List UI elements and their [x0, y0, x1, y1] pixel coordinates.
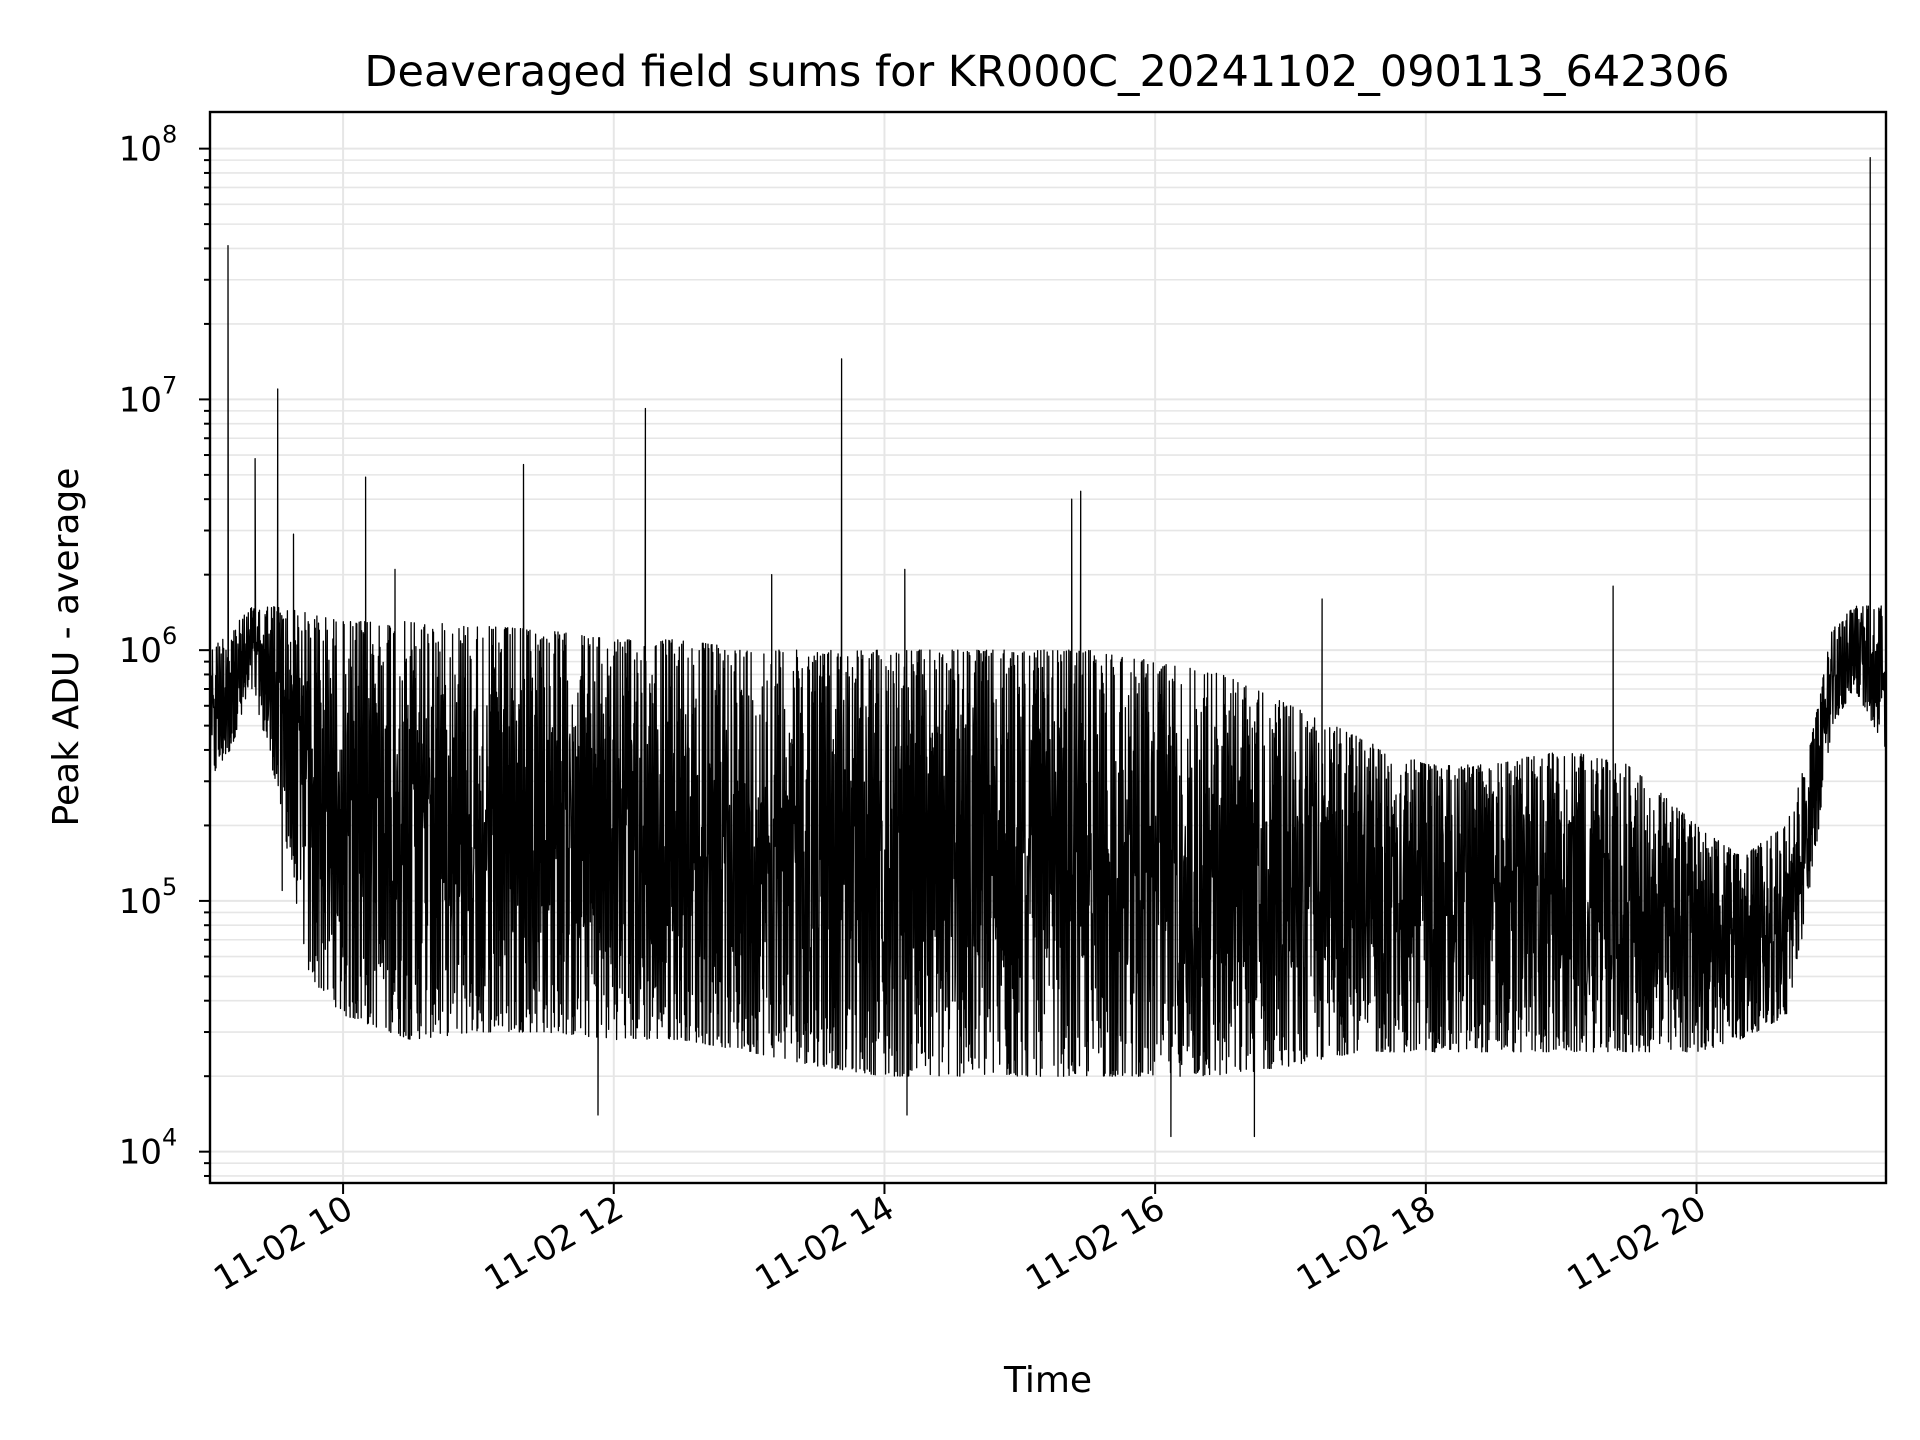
y-tick-label: 108	[119, 121, 178, 170]
y-axis-label: Peak ADU - average	[46, 468, 87, 827]
y-tick-label: 105	[119, 873, 178, 922]
y-axis: 104 105 106 107 108	[119, 121, 210, 1177]
chart-title: Deaveraged field sums for KR000C_2024110…	[364, 47, 1729, 97]
y-tick-label: 106	[119, 622, 178, 671]
y-tick-label: 107	[119, 371, 178, 420]
x-axis-label: Time	[1003, 1360, 1092, 1401]
plot-frame	[208, 110, 1888, 1185]
series-path	[209, 157, 1887, 1138]
series-line	[209, 157, 1887, 1138]
y-tick-label: 104	[119, 1124, 178, 1173]
